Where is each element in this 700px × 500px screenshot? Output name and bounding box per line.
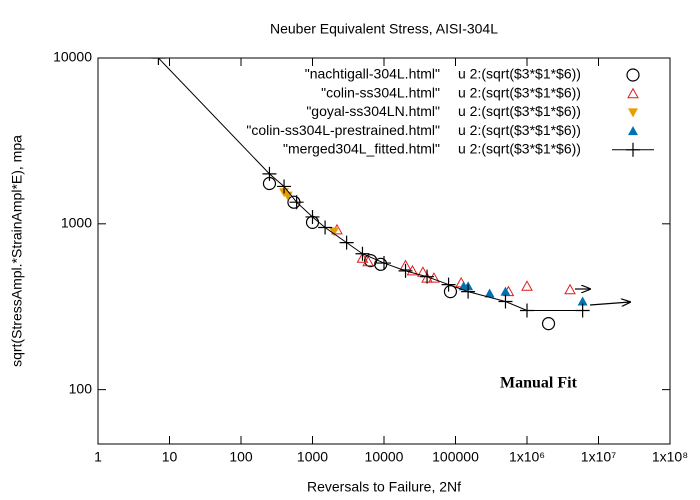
- x-tick-label: 1: [94, 449, 102, 465]
- legend-expression: u 2:(sqrt($3*$1*$6)): [458, 103, 581, 119]
- point: [484, 288, 495, 298]
- point: [577, 296, 588, 306]
- point: [498, 294, 513, 309]
- legend-symbol: [626, 142, 640, 157]
- point: [362, 255, 374, 267]
- legend-label: "goyal-ss304LN.html": [306, 103, 440, 119]
- point: [500, 286, 511, 296]
- annotation: Manual Fit: [500, 375, 578, 392]
- legend-expression: u 2:(sqrt($3*$1*$6)): [458, 84, 581, 100]
- x-tick-label: 10000: [365, 449, 404, 465]
- point: [377, 256, 391, 271]
- y-axis-label: sqrt(StressAmpl.*StrainAmpl*E), mpa: [9, 135, 25, 367]
- legend-expression: u 2:(sqrt($3*$1*$6)): [458, 122, 581, 138]
- point: [329, 227, 340, 237]
- point: [305, 209, 320, 224]
- series-line: [158, 58, 583, 312]
- point: [443, 285, 458, 299]
- point: [520, 303, 534, 318]
- y-tick-label: 1000: [61, 215, 92, 231]
- legend-symbol: [627, 87, 639, 99]
- point: [262, 166, 277, 181]
- point: [521, 280, 533, 291]
- x-tick-label: 10: [162, 449, 178, 465]
- legend-symbol: [628, 108, 638, 118]
- x-tick-label: 1x10⁸: [652, 449, 688, 465]
- point: [564, 283, 576, 295]
- point: [461, 284, 476, 299]
- point: [339, 235, 354, 250]
- point: [420, 269, 435, 284]
- point: [398, 263, 413, 278]
- point: [541, 317, 556, 331]
- legend-expression: u 2:(sqrt($3*$1*$6)): [458, 141, 581, 157]
- point: [289, 195, 304, 210]
- point: [575, 303, 590, 318]
- x-tick-label: 1x10⁶: [509, 449, 545, 465]
- point: [356, 252, 369, 263]
- y-tick-label: 10000: [53, 49, 92, 65]
- x-tick-label: 100: [229, 449, 253, 465]
- point: [151, 58, 166, 65]
- arrow: [589, 302, 630, 305]
- x-tick-label: 100000: [432, 449, 479, 465]
- point: [441, 277, 456, 292]
- legend-expression: u 2:(sqrt($3*$1*$6)): [458, 66, 581, 82]
- legend-label: "nachtigall-304L.html": [305, 66, 440, 82]
- x-tick-label: 1000: [297, 449, 328, 465]
- legend-label: "colin-ss304L.html": [321, 84, 440, 100]
- point: [318, 220, 333, 235]
- legend-symbol: [626, 68, 640, 82]
- legend-label: "merged304L_fitted.html": [283, 141, 440, 157]
- legend-symbol: [628, 126, 638, 136]
- point: [277, 179, 292, 194]
- x-tick-label: 1x10⁷: [581, 449, 616, 465]
- chart-title: Neuber Equivalent Stress, AISI-304L: [270, 21, 498, 37]
- y-tick-label: 100: [69, 380, 93, 396]
- legend-label: "colin-ss304L-prestrained.html": [246, 122, 440, 138]
- plot-area: [151, 58, 590, 331]
- point: [428, 272, 440, 283]
- x-axis-label: Reversals to Failure, 2Nf: [307, 479, 461, 495]
- point: [355, 246, 370, 261]
